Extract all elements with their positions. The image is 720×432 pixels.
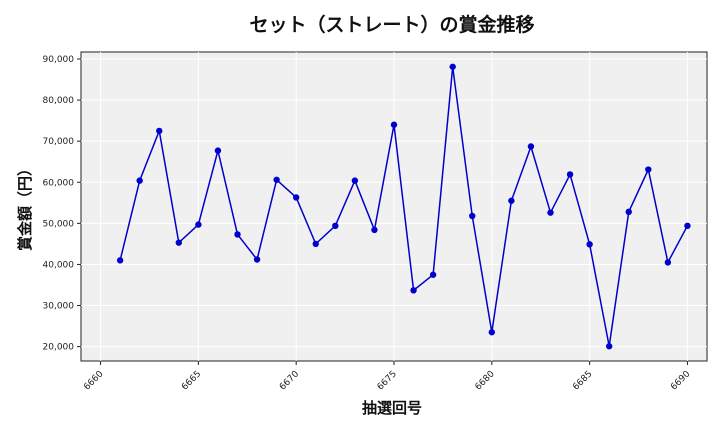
data-point xyxy=(469,212,476,220)
data-point xyxy=(214,147,222,154)
x-tick-label: 6665 xyxy=(180,369,203,392)
series-line xyxy=(119,66,689,347)
x-tick-label: 6690 xyxy=(669,369,692,392)
data-point xyxy=(312,240,319,248)
data-point xyxy=(547,209,554,216)
x-tick-label: 6680 xyxy=(473,369,496,392)
data-point xyxy=(390,121,398,128)
data-point xyxy=(136,177,143,184)
data-point xyxy=(645,166,652,173)
data-point xyxy=(234,231,241,238)
y-tick-label: 50,000 xyxy=(43,219,75,229)
x-tick-label: 6675 xyxy=(376,369,399,392)
data-point xyxy=(508,197,515,204)
y-tick-label: 40,000 xyxy=(43,260,75,270)
series-layer xyxy=(116,63,691,350)
y-tick-label: 70,000 xyxy=(43,137,75,147)
data-point xyxy=(449,63,456,70)
grid xyxy=(81,52,707,361)
y-axis-ticks: 20,000 30,000 40,000 50,000 60,000 70,000 80,0… xyxy=(43,55,81,353)
data-point xyxy=(586,241,593,248)
data-point xyxy=(116,257,124,264)
data-point xyxy=(410,287,417,294)
data-point xyxy=(527,143,535,150)
data-point xyxy=(175,239,183,246)
data-point xyxy=(371,226,378,234)
y-tick-label: 80,000 xyxy=(43,96,75,106)
data-point xyxy=(566,171,574,178)
x-axis-ticks: 6660 6665 6670 6675 6680 6685 6690 xyxy=(82,361,693,392)
x-axis-label: 抽選回号 xyxy=(362,399,422,417)
data-point xyxy=(605,343,613,350)
y-tick-label: 30,000 xyxy=(43,302,75,312)
y-axis-label: 賞金額（円） xyxy=(16,161,34,251)
data-point xyxy=(351,177,359,184)
y-tick-label: 90,000 xyxy=(43,55,75,65)
data-point xyxy=(332,222,339,230)
x-tick-label: 6685 xyxy=(571,369,594,392)
data-point xyxy=(273,176,280,183)
x-tick-label: 6670 xyxy=(278,369,301,392)
data-point xyxy=(664,259,672,266)
data-point xyxy=(488,329,496,336)
chart-title: セット（ストレート）の賞金推移 xyxy=(249,13,534,36)
data-point xyxy=(253,256,261,263)
data-point xyxy=(429,271,437,278)
x-tick-label: 6660 xyxy=(82,369,105,392)
data-point xyxy=(292,194,300,201)
y-tick-label: 60,000 xyxy=(43,178,75,188)
data-point xyxy=(156,127,163,135)
data-point xyxy=(625,208,632,216)
data-point xyxy=(195,221,202,228)
data-point xyxy=(684,222,691,230)
y-tick-label: 20,000 xyxy=(43,343,75,353)
